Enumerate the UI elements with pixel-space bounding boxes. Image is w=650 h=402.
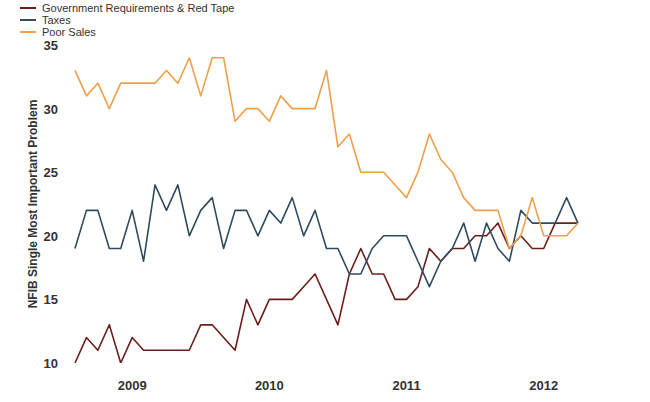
series-line — [75, 185, 578, 287]
x-tick-label: 2012 — [529, 378, 558, 393]
x-tick-label: 2009 — [118, 378, 147, 393]
legend-label: Poor Sales — [42, 26, 96, 38]
y-axis-label: NFIB Single Most Important Problem — [26, 100, 40, 309]
background — [0, 0, 650, 402]
legend-swatch — [20, 19, 36, 21]
series-line — [75, 58, 578, 249]
y-tick-label: 10 — [44, 356, 58, 371]
series-line — [75, 223, 578, 363]
y-tick-label: 30 — [44, 102, 58, 117]
legend-swatch — [20, 31, 36, 33]
y-tick-label: 15 — [44, 292, 58, 307]
x-axis: 2009 2010 2011 2012 — [118, 378, 558, 393]
legend-swatch — [20, 7, 36, 9]
plot-area — [75, 58, 578, 363]
y-axis: 10 15 20 25 30 35 — [44, 38, 58, 371]
x-tick-label: 2010 — [255, 378, 284, 393]
legend: Government Requirements & Red TapeTaxesP… — [20, 2, 234, 38]
legend-label: Government Requirements & Red Tape — [42, 2, 234, 14]
y-tick-label: 20 — [44, 229, 58, 244]
x-tick-label: 2011 — [392, 378, 420, 393]
y-tick-label: 35 — [44, 38, 58, 53]
y-tick-label: 25 — [44, 165, 58, 180]
chart: 10 15 20 25 30 35 2009 2010 2011 2012 NFIB Single … — [0, 0, 650, 402]
legend-label: Taxes — [42, 14, 71, 26]
chart-svg: 10 15 20 25 30 35 2009 2010 2011 2012 NFIB Single … — [0, 0, 650, 402]
